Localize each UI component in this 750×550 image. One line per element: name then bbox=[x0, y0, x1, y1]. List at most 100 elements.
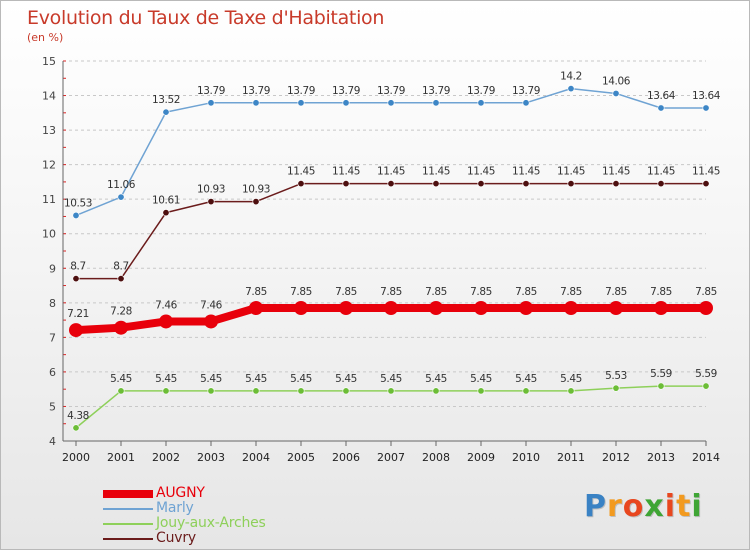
data-label: 5.59 bbox=[695, 368, 717, 380]
logo-letter: t bbox=[676, 489, 692, 524]
data-point-cuvry bbox=[567, 180, 575, 188]
data-label: 7.85 bbox=[560, 286, 582, 298]
data-label: 14.06 bbox=[602, 75, 631, 87]
data-point-jouy-aux-arches bbox=[117, 387, 125, 395]
data-label: 7.46 bbox=[200, 299, 222, 311]
data-point-cuvry bbox=[342, 180, 350, 188]
data-label: 5.45 bbox=[560, 373, 582, 385]
x-tick-label: 2009 bbox=[467, 451, 495, 464]
data-point-augny bbox=[474, 301, 488, 315]
data-label: 7.85 bbox=[470, 286, 492, 298]
data-point-jouy-aux-arches bbox=[387, 387, 395, 395]
data-point-cuvry bbox=[657, 180, 665, 188]
logo-letter: r bbox=[607, 489, 623, 524]
data-point-augny bbox=[699, 301, 713, 315]
data-point-marly bbox=[387, 99, 395, 107]
x-tick-label: 2012 bbox=[602, 451, 630, 464]
data-label: 7.85 bbox=[290, 286, 312, 298]
data-label: 7.85 bbox=[515, 286, 537, 298]
data-label: 11.45 bbox=[332, 166, 360, 178]
y-tick-label: 5 bbox=[49, 400, 56, 413]
y-tick-label: 8 bbox=[49, 297, 56, 310]
data-point-marly bbox=[567, 85, 575, 93]
data-point-jouy-aux-arches bbox=[252, 387, 260, 395]
chart-subtitle: (en %) bbox=[27, 31, 64, 44]
data-label: 13.52 bbox=[152, 94, 180, 106]
data-point-jouy-aux-arches bbox=[72, 424, 80, 432]
data-label: 11.45 bbox=[377, 166, 405, 178]
data-point-cuvry bbox=[522, 180, 530, 188]
data-point-augny bbox=[519, 301, 533, 315]
proxiti-logo: Proxiti bbox=[584, 489, 703, 524]
y-tick-label: 6 bbox=[49, 366, 56, 379]
data-label: 10.61 bbox=[152, 195, 180, 207]
data-point-jouy-aux-arches bbox=[207, 387, 215, 395]
data-point-marly bbox=[117, 193, 125, 201]
data-point-augny bbox=[609, 301, 623, 315]
data-label: 5.45 bbox=[515, 373, 537, 385]
data-point-cuvry bbox=[117, 275, 125, 283]
data-point-marly bbox=[342, 99, 350, 107]
data-label: 11.06 bbox=[107, 179, 136, 191]
legend-item: Jouy-aux-Arches bbox=[103, 516, 266, 531]
data-point-marly bbox=[252, 99, 260, 107]
data-point-jouy-aux-arches bbox=[432, 387, 440, 395]
data-point-jouy-aux-arches bbox=[702, 382, 710, 390]
legend-label: Cuvry bbox=[156, 530, 196, 546]
y-tick-label: 7 bbox=[49, 331, 56, 344]
data-label: 11.45 bbox=[692, 166, 720, 178]
data-point-marly bbox=[612, 89, 620, 97]
y-tick-label: 4 bbox=[49, 435, 56, 448]
data-point-jouy-aux-arches bbox=[612, 384, 620, 392]
data-point-cuvry bbox=[252, 198, 260, 206]
data-label: 7.28 bbox=[110, 306, 132, 318]
data-point-augny bbox=[204, 314, 218, 329]
data-label: 5.45 bbox=[290, 373, 312, 385]
data-point-marly bbox=[432, 99, 440, 107]
data-label: 11.45 bbox=[557, 166, 585, 178]
logo-letter: i bbox=[664, 489, 677, 524]
data-point-augny bbox=[384, 301, 398, 315]
data-label: 8.7 bbox=[113, 261, 129, 273]
data-label: 13.79 bbox=[377, 85, 405, 97]
data-point-augny bbox=[339, 301, 353, 315]
logo-letter: o bbox=[622, 489, 645, 524]
x-tick-label: 2002 bbox=[152, 451, 180, 464]
legend-label: AUGNY bbox=[156, 485, 205, 501]
data-label: 5.45 bbox=[155, 373, 177, 385]
data-label: 7.85 bbox=[425, 286, 447, 298]
data-point-augny bbox=[249, 301, 263, 315]
data-point-marly bbox=[477, 99, 485, 107]
y-tick-label: 10 bbox=[42, 228, 56, 241]
data-label: 11.45 bbox=[602, 166, 630, 178]
data-point-marly bbox=[522, 99, 530, 107]
data-point-jouy-aux-arches bbox=[567, 387, 575, 395]
data-label: 5.45 bbox=[200, 373, 222, 385]
data-label: 13.79 bbox=[332, 85, 360, 97]
data-label: 13.79 bbox=[287, 85, 315, 97]
legend-label: Jouy-aux-Arches bbox=[156, 515, 266, 531]
data-point-marly bbox=[72, 211, 80, 219]
chart-legend: AUGNY Marly Jouy-aux-Arches Cuvry bbox=[103, 486, 266, 546]
data-label: 5.45 bbox=[470, 373, 492, 385]
data-point-marly bbox=[297, 99, 305, 107]
data-point-augny bbox=[654, 301, 668, 315]
data-label: 7.85 bbox=[380, 286, 402, 298]
data-label: 11.45 bbox=[422, 166, 450, 178]
data-label: 7.85 bbox=[245, 286, 267, 298]
y-tick-label: 14 bbox=[42, 90, 56, 103]
data-point-jouy-aux-arches bbox=[342, 387, 350, 395]
x-tick-label: 2005 bbox=[287, 451, 315, 464]
data-point-augny bbox=[69, 323, 83, 338]
x-tick-label: 2008 bbox=[422, 451, 450, 464]
data-label: 5.45 bbox=[110, 373, 132, 385]
data-label: 13.79 bbox=[467, 85, 495, 97]
x-tick-label: 2003 bbox=[197, 451, 225, 464]
legend-swatch bbox=[103, 489, 153, 498]
data-point-cuvry bbox=[432, 180, 440, 188]
chart-title: Evolution du Taux de Taxe d'Habitation bbox=[27, 7, 385, 29]
data-label: 11.45 bbox=[647, 166, 675, 178]
logo-letter: i bbox=[691, 489, 703, 524]
data-label: 13.79 bbox=[512, 85, 540, 97]
